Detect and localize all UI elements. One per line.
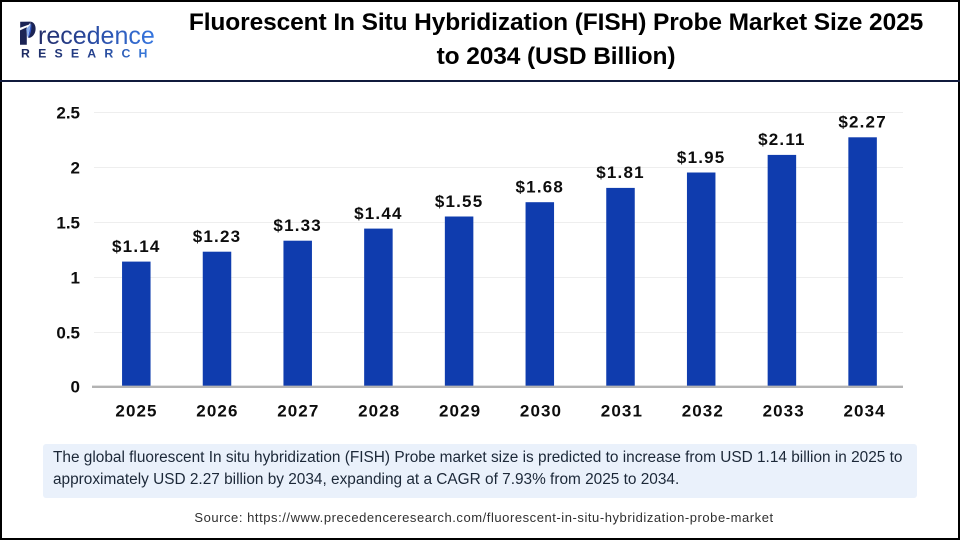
svg-text:0: 0 xyxy=(71,378,80,397)
svg-text:1.5: 1.5 xyxy=(56,214,80,233)
svg-text:2030: 2030 xyxy=(520,402,562,421)
svg-text:2.5: 2.5 xyxy=(56,104,80,123)
svg-text:$1.23: $1.23 xyxy=(193,227,242,246)
svg-text:2032: 2032 xyxy=(682,402,724,421)
svg-text:2: 2 xyxy=(71,159,80,178)
svg-text:2026: 2026 xyxy=(196,402,238,421)
svg-text:$2.11: $2.11 xyxy=(758,130,806,149)
svg-text:$1.33: $1.33 xyxy=(273,216,322,235)
svg-text:0.5: 0.5 xyxy=(56,324,80,343)
svg-text:2027: 2027 xyxy=(277,402,319,421)
svg-text:$1.95: $1.95 xyxy=(677,148,726,167)
svg-text:2031: 2031 xyxy=(601,402,643,421)
svg-text:1: 1 xyxy=(71,269,80,288)
svg-text:RESEARCH: RESEARCH xyxy=(21,47,156,61)
svg-text:2028: 2028 xyxy=(358,402,400,421)
svg-text:$1.81: $1.81 xyxy=(596,163,645,182)
svg-text:$1.68: $1.68 xyxy=(516,178,565,197)
svg-text:$1.55: $1.55 xyxy=(435,192,484,211)
svg-text:2025: 2025 xyxy=(115,402,157,421)
svg-text:2029: 2029 xyxy=(439,402,481,421)
svg-text:recedence: recedence xyxy=(38,22,155,50)
svg-text:$1.14: $1.14 xyxy=(112,237,161,256)
svg-text:2034: 2034 xyxy=(843,402,885,421)
svg-text:$2.27: $2.27 xyxy=(838,113,887,132)
svg-text:$1.44: $1.44 xyxy=(354,204,403,223)
svg-text:2033: 2033 xyxy=(763,402,805,421)
